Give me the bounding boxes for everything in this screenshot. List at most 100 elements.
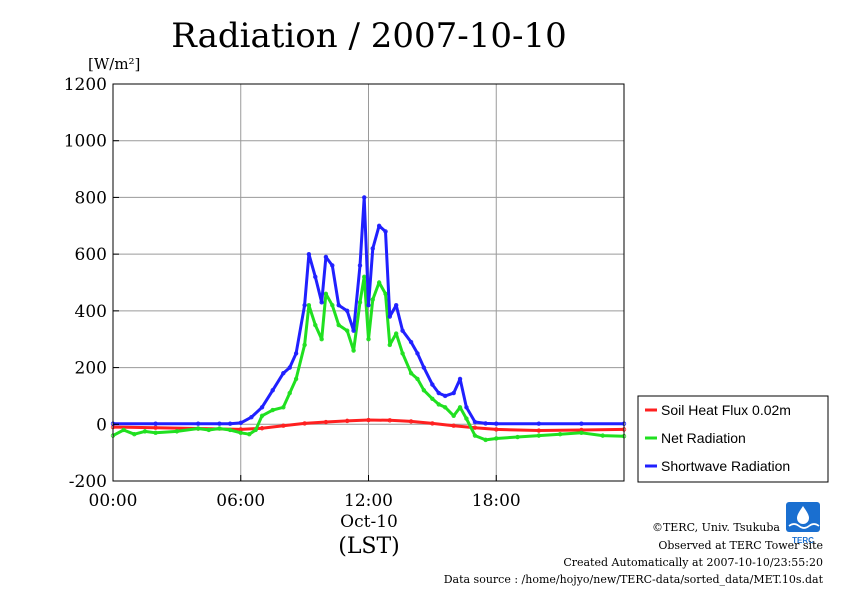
series-point — [319, 300, 324, 305]
series-point — [281, 423, 286, 428]
y-tick-label: 200 — [75, 359, 107, 379]
series-point — [345, 328, 350, 333]
series-point — [415, 351, 420, 356]
series-point — [121, 427, 126, 433]
copyright-text: ©TERC, Univ. Tsukuba — [652, 521, 780, 534]
series-point — [281, 371, 286, 376]
series-point — [345, 308, 350, 314]
series-point — [536, 421, 542, 426]
series-point — [306, 302, 312, 308]
series-point — [430, 382, 435, 387]
series-point — [293, 351, 299, 356]
series-point — [376, 280, 382, 285]
water-drop-icon — [797, 506, 809, 524]
series-point — [259, 413, 265, 418]
chart-title: Radiation / 2007-10-10 — [171, 16, 567, 56]
series-point — [451, 390, 456, 396]
series-point — [302, 342, 307, 348]
series-point — [387, 342, 392, 348]
series-point — [408, 339, 414, 345]
series-point — [430, 396, 435, 401]
series-point — [536, 428, 542, 433]
observed-text: Observed at TERC Tower site — [658, 539, 823, 552]
series-point — [142, 429, 148, 434]
series-point — [238, 430, 243, 435]
series-point — [330, 302, 335, 308]
series-point — [494, 427, 499, 432]
series-point — [376, 223, 382, 228]
series-point — [323, 291, 329, 297]
logo-text: TERC — [792, 536, 814, 545]
legend-label: Soil Heat Flux 0.02m — [661, 402, 791, 418]
series-point — [206, 427, 212, 433]
series-point — [457, 376, 463, 382]
created-text: Created Automatically at 2007-10-10/23:5… — [563, 556, 823, 569]
series-point — [259, 426, 265, 431]
y-axis-unit: [W/m²] — [88, 55, 140, 73]
series-point — [451, 423, 456, 428]
x-tick-label: 12:00 — [344, 491, 393, 511]
series-point — [366, 302, 371, 308]
series-point — [483, 437, 488, 443]
y-tick-label: -200 — [69, 472, 107, 492]
series-point — [253, 427, 258, 433]
y-tick-label: 1000 — [64, 132, 107, 152]
series-point — [515, 434, 520, 440]
series-point — [323, 254, 329, 260]
series-point — [393, 331, 399, 336]
series-point — [494, 421, 499, 426]
series-point — [579, 421, 584, 426]
series-point — [600, 433, 605, 438]
series-point — [483, 421, 488, 426]
legend: Soil Heat Flux 0.02m Net Radiation Shortwa… — [637, 395, 829, 483]
series-point — [400, 328, 405, 333]
series-point — [153, 421, 158, 426]
series-point — [464, 416, 469, 421]
series-point — [436, 402, 441, 407]
series-point — [247, 432, 252, 437]
y-tick-label: 600 — [75, 245, 107, 265]
source-text: Data source : /home/hojyo/new/TERC-data/… — [444, 573, 824, 586]
y-tick-label: 400 — [75, 302, 107, 322]
series-point — [442, 393, 448, 399]
series-point — [415, 376, 420, 382]
y-axis-ticks: -200 0 200 400 600 800 1000 1200 — [64, 75, 119, 492]
series-point — [357, 263, 363, 268]
series-point — [370, 297, 375, 302]
series-point — [536, 433, 542, 438]
series-point — [366, 417, 371, 423]
series-point — [494, 436, 499, 441]
series-point — [362, 195, 367, 200]
terc-logo — [786, 502, 820, 532]
series-point — [383, 229, 388, 234]
series-point — [408, 371, 414, 376]
series-point — [472, 425, 478, 430]
grid-lines — [113, 84, 624, 481]
series-point — [287, 365, 292, 370]
series-point — [393, 302, 399, 308]
x-tick-label: 00:00 — [89, 491, 138, 511]
series-point — [436, 390, 441, 396]
series-point — [451, 413, 456, 418]
series-point — [174, 429, 180, 434]
series-point — [259, 405, 265, 410]
series-point — [323, 419, 329, 425]
series-point — [345, 418, 350, 424]
series-point — [227, 427, 233, 433]
series-point — [430, 421, 435, 426]
series-point — [336, 322, 341, 328]
series-point — [287, 390, 292, 396]
series-point — [270, 407, 275, 413]
series-point — [400, 351, 405, 356]
series-point — [238, 420, 243, 426]
series-point — [313, 322, 318, 328]
series-point — [281, 405, 286, 410]
y-tick-label: 1200 — [64, 75, 107, 95]
x-axis-ticks: 00:00 06:00 12:00 18:00 — [89, 475, 521, 511]
series-point — [313, 274, 318, 280]
x-tick-label: 06:00 — [216, 491, 265, 511]
series-point — [302, 421, 307, 426]
series-point — [370, 246, 375, 251]
series-point — [153, 430, 158, 435]
series-point — [387, 314, 392, 319]
